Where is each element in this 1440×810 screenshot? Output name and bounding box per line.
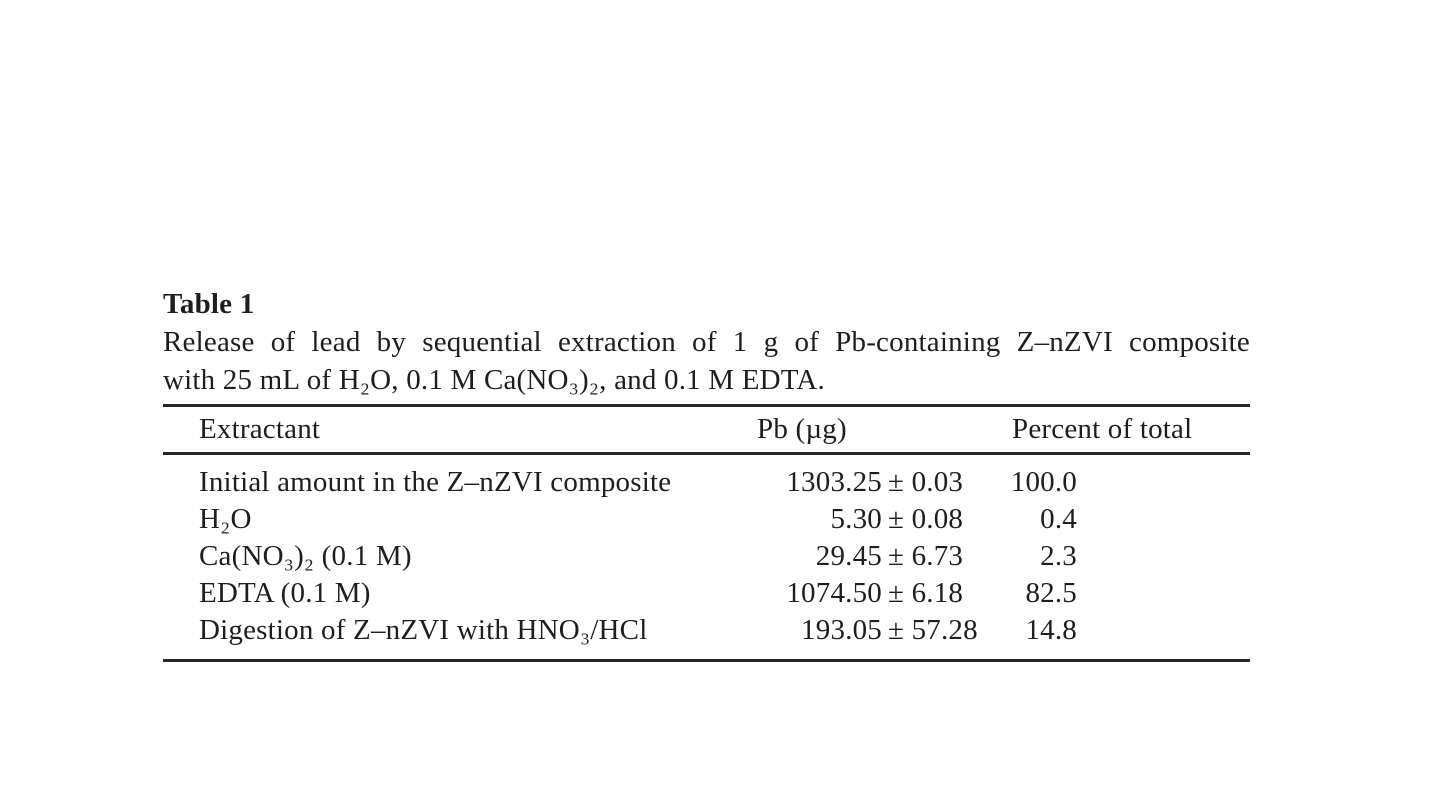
extraction-table: Extractant Pb (µg) Percent of total Init…: [163, 404, 1251, 662]
cell-pb-error: ± 0.03: [888, 466, 964, 498]
header-extractant: Extractant: [199, 413, 321, 445]
cell-extractant: H₂O: [199, 503, 252, 535]
table-row: EDTA (0.1 M) 1074.50 ± 6.18 82.5: [163, 575, 1250, 612]
caption-line-1: Release of lead by sequential extraction…: [163, 326, 1250, 358]
table-header: Extractant Pb (µg) Percent of total: [163, 405, 1251, 454]
header-row: Extractant Pb (µg) Percent of total: [163, 405, 1251, 454]
cell-percent: 82.5: [1025, 577, 1077, 609]
cell-percent: 0.4: [1040, 503, 1077, 535]
table-row: Digestion of Z–nZVI with HNO₃/HCl 193.05…: [163, 612, 1251, 661]
cell-pb-error: ± 0.08: [888, 503, 964, 535]
cell-pb-error: ± 6.73: [888, 540, 964, 572]
cell-extractant: Digestion of Z–nZVI with HNO₃/HCl: [199, 614, 648, 646]
table-caption: Release of lead by sequential extraction…: [163, 323, 1250, 399]
header-percent: Percent of total: [1012, 413, 1193, 445]
cell-spacer: [1077, 538, 1250, 575]
table-row: Initial amount in the Z–nZVI composite 1…: [163, 454, 1250, 502]
cell-percent: 14.8: [1025, 614, 1077, 646]
cell-percent: 100.0: [1010, 466, 1077, 498]
cell-pb-error: ± 57.28: [888, 614, 978, 646]
header-pb: Pb (µg): [757, 413, 847, 445]
cell-pb-value: 193.05: [801, 614, 882, 646]
cell-pb-error: ± 6.18: [888, 577, 964, 609]
cell-pb-value: 5.30: [830, 503, 882, 535]
table-label: Table 1: [163, 288, 255, 320]
cell-spacer: [1077, 612, 1250, 661]
cell-pb-value: 1303.25: [786, 466, 882, 498]
cell-spacer: [1077, 454, 1250, 502]
caption-line-2: with 25 mL of H₂O, 0.1 M Ca(NO₃)₂, and 0…: [163, 364, 825, 396]
table-row: Ca(NO₃)₂ (0.1 M) 29.45 ± 6.73 2.3: [163, 538, 1250, 575]
cell-spacer: [1077, 575, 1250, 612]
cell-extractant: Initial amount in the Z–nZVI composite: [199, 466, 672, 498]
cell-pb-value: 29.45: [815, 540, 882, 572]
cell-pb-value: 1074.50: [786, 577, 882, 609]
cell-percent: 2.3: [1040, 540, 1077, 572]
table-body: Initial amount in the Z–nZVI composite 1…: [163, 454, 1251, 661]
cell-extractant: EDTA (0.1 M): [199, 577, 371, 609]
cell-spacer: [1077, 501, 1250, 538]
table-row: H₂O 5.30 ± 0.08 0.4: [163, 501, 1250, 538]
cell-extractant: Ca(NO₃)₂ (0.1 M): [199, 540, 412, 572]
paper-table-block: Table 1 Release of lead by sequential ex…: [163, 285, 1251, 662]
